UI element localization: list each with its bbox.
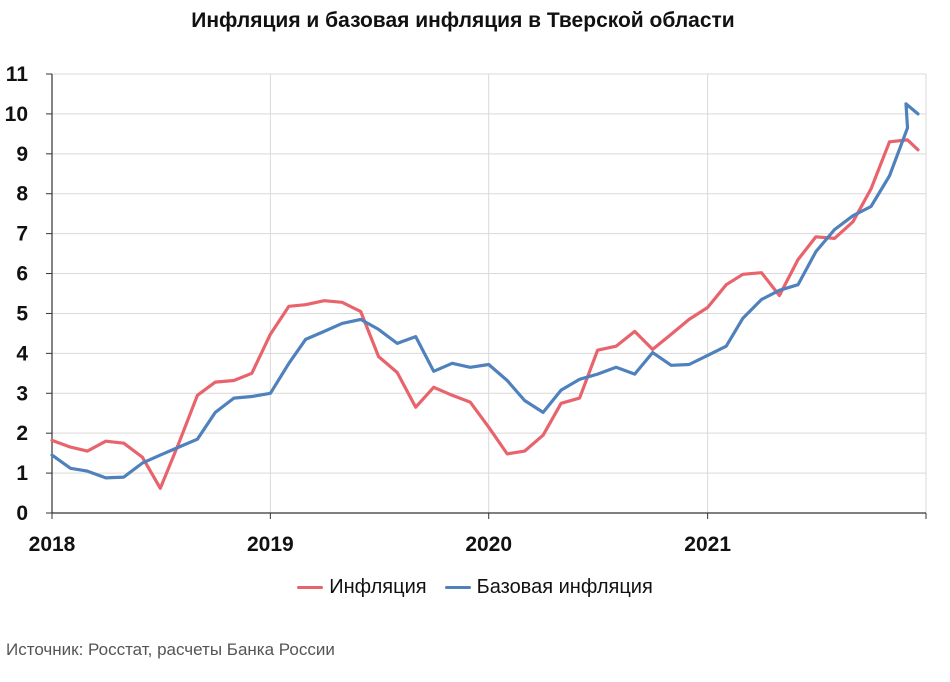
y-tick-label-4: 4	[16, 342, 28, 365]
source-note: Источник: Росстат, расчеты Банка России	[6, 640, 335, 659]
legend-swatch-inflation	[297, 586, 324, 589]
x-tick-label-2018: 2018	[29, 533, 76, 556]
y-tick-label-11: 11	[6, 63, 29, 86]
x-tick-label-2021: 2021	[684, 533, 731, 556]
y-tick-label-8: 8	[16, 183, 28, 206]
legend-label-inflation: Инфляция	[329, 576, 427, 598]
legend-label-core-inflation: Базовая инфляция	[476, 576, 653, 598]
y-tick-label-0: 0	[16, 502, 28, 525]
y-tick-label-7: 7	[16, 223, 28, 246]
y-tick-label-9: 9	[16, 143, 28, 166]
legend-item-inflation: Инфляция	[297, 576, 427, 599]
y-tick-label-6: 6	[16, 263, 28, 286]
gridlines	[52, 73, 927, 513]
y-tick-label-5: 5	[16, 302, 28, 325]
chart-title: Инфляция и базовая инфляция в Тверской о…	[191, 9, 735, 32]
y-tick-label-1: 1	[16, 462, 28, 485]
x-axis-tick-labels: 2018 2019 2020 2021	[29, 533, 732, 556]
legend: Инфляция Базовая инфляция	[0, 576, 950, 599]
series-lines	[50, 102, 920, 490]
y-tick-label-10: 10	[5, 103, 28, 126]
y-axis-tick-labels: 0 1 2 3 4 5 6 7 8 9 10 11	[5, 63, 29, 525]
legend-swatch-core-inflation	[444, 586, 471, 589]
x-tick-label-2019: 2019	[247, 533, 294, 556]
legend-item-core-inflation: Базовая инфляция	[444, 576, 653, 599]
x-tick-label-2020: 2020	[465, 533, 512, 556]
series-line-core-inflation	[50, 102, 920, 480]
series-line-inflation	[50, 138, 920, 490]
y-tick-label-3: 3	[16, 382, 28, 405]
y-tick-label-2: 2	[16, 422, 28, 445]
axes	[46, 73, 927, 519]
